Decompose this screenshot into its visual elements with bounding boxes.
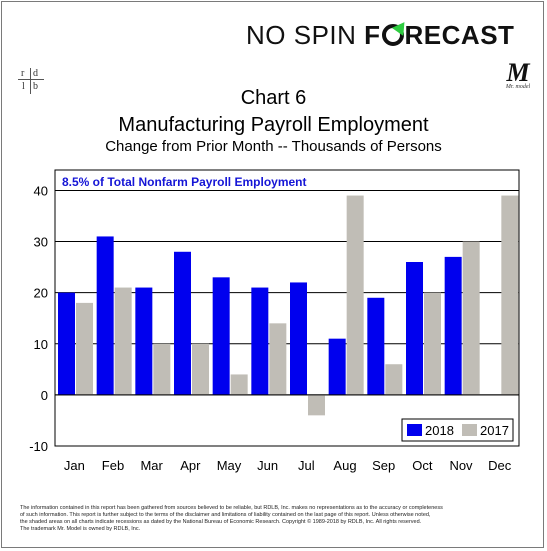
bar-2018-apr <box>174 251 191 395</box>
rdlb-d: d <box>33 68 38 79</box>
disclaimer-line-4: The trademark Mr. Model is owned by RDLB… <box>20 526 141 532</box>
disclaimer-line-1: The information contained in this report… <box>20 505 443 511</box>
bar-2018-mar <box>135 287 153 395</box>
legend-box <box>401 418 514 442</box>
brand-text-f: F <box>364 20 381 50</box>
arrow-o-icon <box>381 24 404 46</box>
rdlb-logo: r d l b <box>18 68 44 94</box>
legend-label-2018: 2018 <box>425 423 454 438</box>
chart-annotation: 8.5% of Total Nonfarm Payroll Employment <box>62 175 307 189</box>
brand-logo: NO SPIN F RECAST <box>246 20 536 60</box>
legend-swatch-2017 <box>462 424 477 436</box>
x-tick-label: Apr <box>180 458 201 473</box>
disclaimer: The information contained in this report… <box>20 505 532 533</box>
bar-2017-sep <box>385 364 403 395</box>
rdlb-b: b <box>33 81 38 92</box>
bar-2018-jan <box>58 292 75 395</box>
x-tick-label: Jul <box>298 458 315 473</box>
bar-2018-aug <box>328 338 346 395</box>
y-tick-label: 30 <box>34 235 48 250</box>
x-tick-label: Aug <box>333 458 356 473</box>
bar-2017-jul <box>308 394 325 416</box>
bar-2018-sep <box>367 297 385 395</box>
legend-label-2017: 2017 <box>480 423 509 438</box>
y-tick-label: -10 <box>29 439 48 454</box>
mr-model-mark: M <box>506 58 530 87</box>
brand-text-recast: RECAST <box>404 20 515 50</box>
x-tick-label: Nov <box>449 458 473 473</box>
x-tick-label: Jun <box>257 458 278 473</box>
chart-title: Chart 6 <box>240 87 307 109</box>
bar-2017-aug <box>346 195 364 395</box>
rdlb-l: l <box>22 81 25 92</box>
mr-model-logo: M Mr. model <box>503 58 533 92</box>
chart-units: Change from Prior Month -- Thousands of … <box>105 138 442 155</box>
y-axis-ticks: -10 0 10 20 30 40 <box>29 183 48 454</box>
bar-2017-jun <box>269 323 287 395</box>
bars <box>55 195 519 416</box>
bar-2017-mar <box>153 343 171 395</box>
x-tick-label: Feb <box>102 458 124 473</box>
y-tick-label: 0 <box>41 388 48 403</box>
y-tick-label: 20 <box>34 286 48 301</box>
x-tick-label: May <box>217 458 242 473</box>
plot-area <box>54 169 520 447</box>
rdlb-vline <box>30 68 31 94</box>
bar-2017-may <box>230 374 248 395</box>
mr-model-caption: Mr. model <box>505 84 531 90</box>
x-axis-labels: Jan Feb Mar Apr May Jun Jul Aug Sep Oct Nov Dec <box>64 458 512 473</box>
legend: 2018 2017 <box>401 418 514 442</box>
bar-2018-oct <box>406 262 423 395</box>
x-tick-label: Dec <box>488 458 512 473</box>
x-tick-label: Oct <box>412 458 433 473</box>
bar-2018-jul <box>290 282 307 395</box>
bar-2018-may <box>212 277 230 395</box>
brand-text-nospin: NO SPIN <box>246 20 365 50</box>
legend-swatch-2018 <box>407 424 422 436</box>
bar-2017-nov <box>462 241 480 395</box>
bar-2018-jun <box>251 287 269 395</box>
bar-2017-apr <box>192 343 209 395</box>
disclaimer-line-3: the shaded areas on all charts indicate … <box>20 519 422 525</box>
bar-2017-jan <box>76 302 93 395</box>
disclaimer-line-2: of such information. This report is furt… <box>20 512 431 518</box>
rdlb-hline <box>18 79 44 80</box>
bar-2018-nov <box>444 256 462 395</box>
x-tick-label: Sep <box>372 458 395 473</box>
y-tick-label: 40 <box>34 183 48 198</box>
x-tick-label: Jan <box>64 458 85 473</box>
bar-2017-oct <box>424 292 441 395</box>
chart-subtitle: Manufacturing Payroll Employment <box>118 114 429 136</box>
x-tick-label: Mar <box>140 458 163 473</box>
bar-2017-dec <box>501 195 519 395</box>
rdlb-r: r <box>21 68 25 79</box>
bar-2018-feb <box>96 236 114 395</box>
y-tick-label: 10 <box>34 337 48 352</box>
bar-2017-feb <box>114 287 132 395</box>
